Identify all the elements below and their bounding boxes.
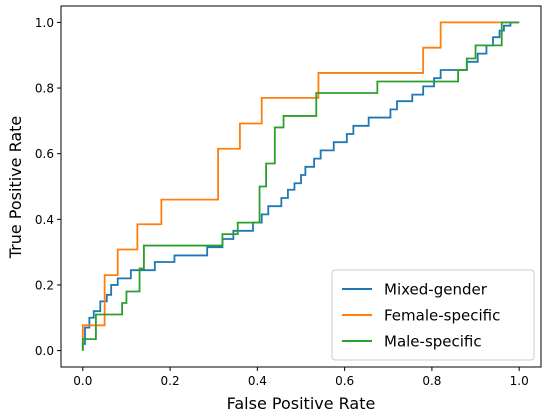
legend-box xyxy=(331,269,535,361)
y-axis-title: True Positive Rate xyxy=(6,116,25,260)
x-tick-label: 1.0 xyxy=(510,374,529,388)
legend: Mixed-gender Female-specific Male-specific xyxy=(331,269,535,361)
plot-frame xyxy=(60,5,542,368)
legend-label-male-specific: Male-specific xyxy=(384,333,482,351)
y-axis-ticks: 0.0 0.2 0.4 0.6 0.8 1.0 xyxy=(35,16,61,358)
x-axis-ticks: 0.0 0.2 0.4 0.6 0.8 1.0 xyxy=(73,367,529,388)
x-tick-label: 0.4 xyxy=(248,374,267,388)
legend-label-mixed-gender: Mixed-gender xyxy=(384,281,488,299)
y-tick-label: 0.4 xyxy=(35,213,54,227)
legend-label-female-specific: Female-specific xyxy=(384,307,500,325)
x-axis-title: False Positive Rate xyxy=(227,394,376,413)
y-tick-label: 0.2 xyxy=(35,278,54,292)
series-line-male-specific xyxy=(81,21,520,351)
y-tick-label: 1.0 xyxy=(35,16,54,30)
series-line-female-specific xyxy=(81,21,520,351)
y-tick-label: 0.0 xyxy=(35,344,54,358)
x-tick-label: 0.6 xyxy=(335,374,354,388)
plot-lines xyxy=(81,21,520,351)
x-tick-label: 0.0 xyxy=(73,374,92,388)
x-tick-label: 0.2 xyxy=(161,374,180,388)
y-tick-label: 0.6 xyxy=(35,147,54,161)
x-tick-label: 0.8 xyxy=(422,374,441,388)
y-tick-label: 0.8 xyxy=(35,82,54,96)
